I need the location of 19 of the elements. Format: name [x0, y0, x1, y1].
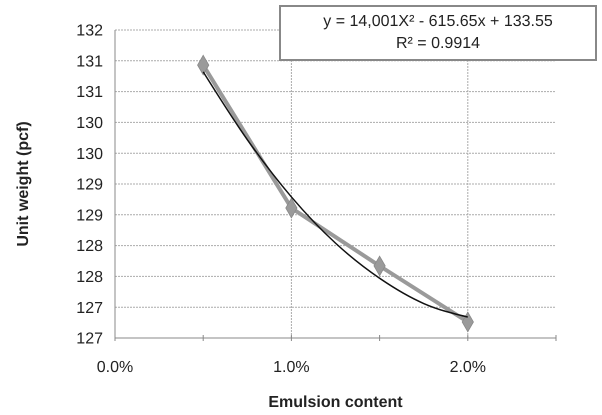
y-tick-label: 130: [76, 146, 104, 163]
y-tick-label: 130: [76, 115, 104, 132]
y-tick-label: 127: [76, 330, 104, 348]
y-tick-label: 132: [76, 22, 104, 40]
y-tick-label: 131: [76, 84, 104, 102]
annotation: y = 14,001X² - 615.65x + 133.55: [323, 13, 553, 30]
annotation: R² = 0.9914: [396, 35, 480, 52]
y-tick-label: 128: [76, 238, 104, 256]
y-tick-label: 129: [76, 176, 104, 194]
y-tick-label: 131: [76, 53, 104, 70]
equation-box: y = 14,001X² - 615.65x + 133.55 R² = 0.9914: [279, 5, 597, 61]
x-tick-label: 2.0%: [450, 359, 486, 376]
x-tick-label: 0.0%: [96, 359, 134, 376]
y-axis-title: Unit weight (pcf): [15, 121, 32, 247]
y-tick-label: 129: [76, 207, 104, 224]
x-tick-label: 1.0%: [273, 359, 310, 376]
y-tick-label: 127: [76, 300, 104, 317]
x-axis-title: Emulsion content: [268, 394, 404, 411]
y-tick-label: 128: [76, 269, 104, 286]
